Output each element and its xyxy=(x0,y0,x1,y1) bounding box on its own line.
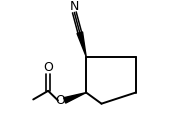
Polygon shape xyxy=(77,32,86,57)
Text: O: O xyxy=(43,61,53,74)
Text: O: O xyxy=(55,94,65,107)
Text: N: N xyxy=(70,0,79,13)
Polygon shape xyxy=(64,93,86,103)
